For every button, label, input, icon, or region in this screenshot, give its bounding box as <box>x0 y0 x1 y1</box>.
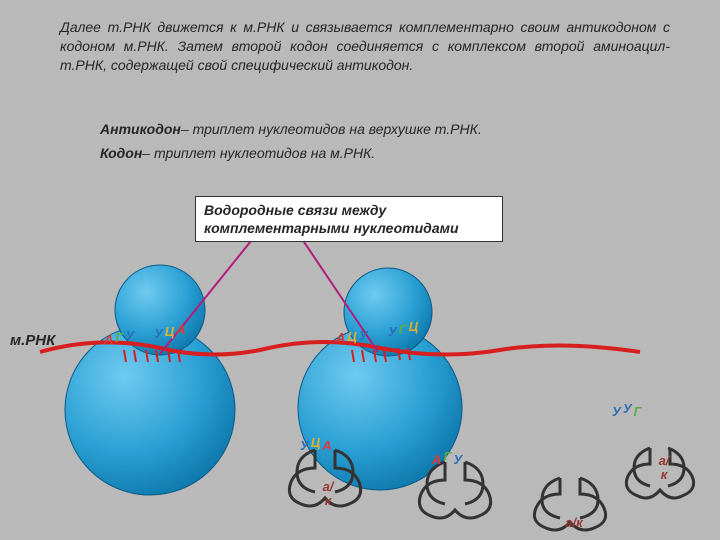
term-codon: Кодон <box>100 145 142 161</box>
ak-label-1: а/к <box>316 480 340 509</box>
codon-7: УУГ <box>612 404 644 419</box>
def-anticodon: Антикодон– триплет нуклеотидов на верхуш… <box>100 120 670 139</box>
term-anticodon: Антикодон <box>100 121 181 137</box>
codon-2: УЦА <box>154 326 188 341</box>
codon-1: АГУ <box>104 332 136 347</box>
codon-3: АЦУ <box>336 330 370 345</box>
codon-5: УЦА <box>300 438 334 453</box>
def-anticodon-rest: – триплет нуклеотидов на верхушке т.РНК. <box>181 121 482 137</box>
def-codon-rest: – триплет нуклеотидов на м.РНК. <box>142 145 375 161</box>
ak-label-2: а/к <box>560 516 588 530</box>
codon-4: УГЦ <box>388 324 420 339</box>
def-codon: Кодон– триплет нуклеотидов на м.РНК. <box>100 144 670 163</box>
paragraph-main: Далее т.РНК движется к м.РНК и связывает… <box>60 18 670 75</box>
hbond-label: Водородные связи между комплементарными … <box>195 196 503 242</box>
ak-label-3: а/к <box>652 454 676 483</box>
mrna-label: м.РНК <box>10 332 55 349</box>
codon-6: АГУ <box>432 452 464 467</box>
